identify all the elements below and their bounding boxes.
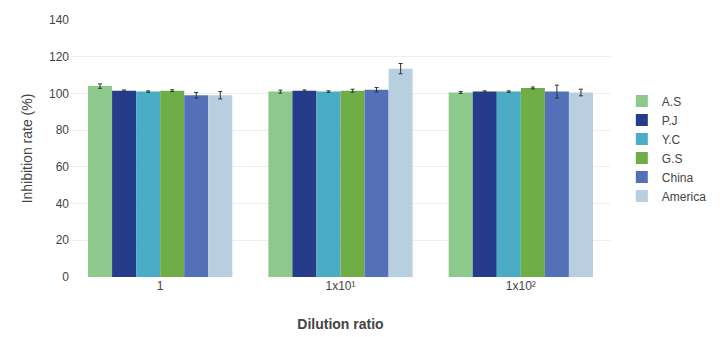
svg-text:Inhibition rate (%): Inhibition rate (%) (19, 94, 35, 204)
svg-text:Y.C: Y.C (662, 133, 681, 147)
svg-text:1: 1 (157, 279, 164, 293)
svg-text:China: China (662, 171, 694, 185)
svg-text:100: 100 (49, 87, 69, 101)
svg-text:80: 80 (56, 123, 70, 137)
svg-text:A.S: A.S (662, 95, 681, 109)
svg-text:0: 0 (62, 270, 69, 284)
svg-text:120: 120 (49, 50, 69, 64)
svg-text:40: 40 (56, 197, 70, 211)
svg-text:P.J: P.J (662, 114, 678, 128)
svg-text:1x10²: 1x10² (506, 279, 536, 293)
svg-text:1x10¹: 1x10¹ (325, 279, 355, 293)
svg-text:60: 60 (56, 160, 70, 174)
svg-text:Dilution ratio: Dilution ratio (297, 316, 383, 332)
svg-text:America: America (662, 190, 706, 204)
svg-text:20: 20 (56, 233, 70, 247)
svg-text:G.S: G.S (662, 152, 683, 166)
svg-text:140: 140 (49, 13, 69, 27)
